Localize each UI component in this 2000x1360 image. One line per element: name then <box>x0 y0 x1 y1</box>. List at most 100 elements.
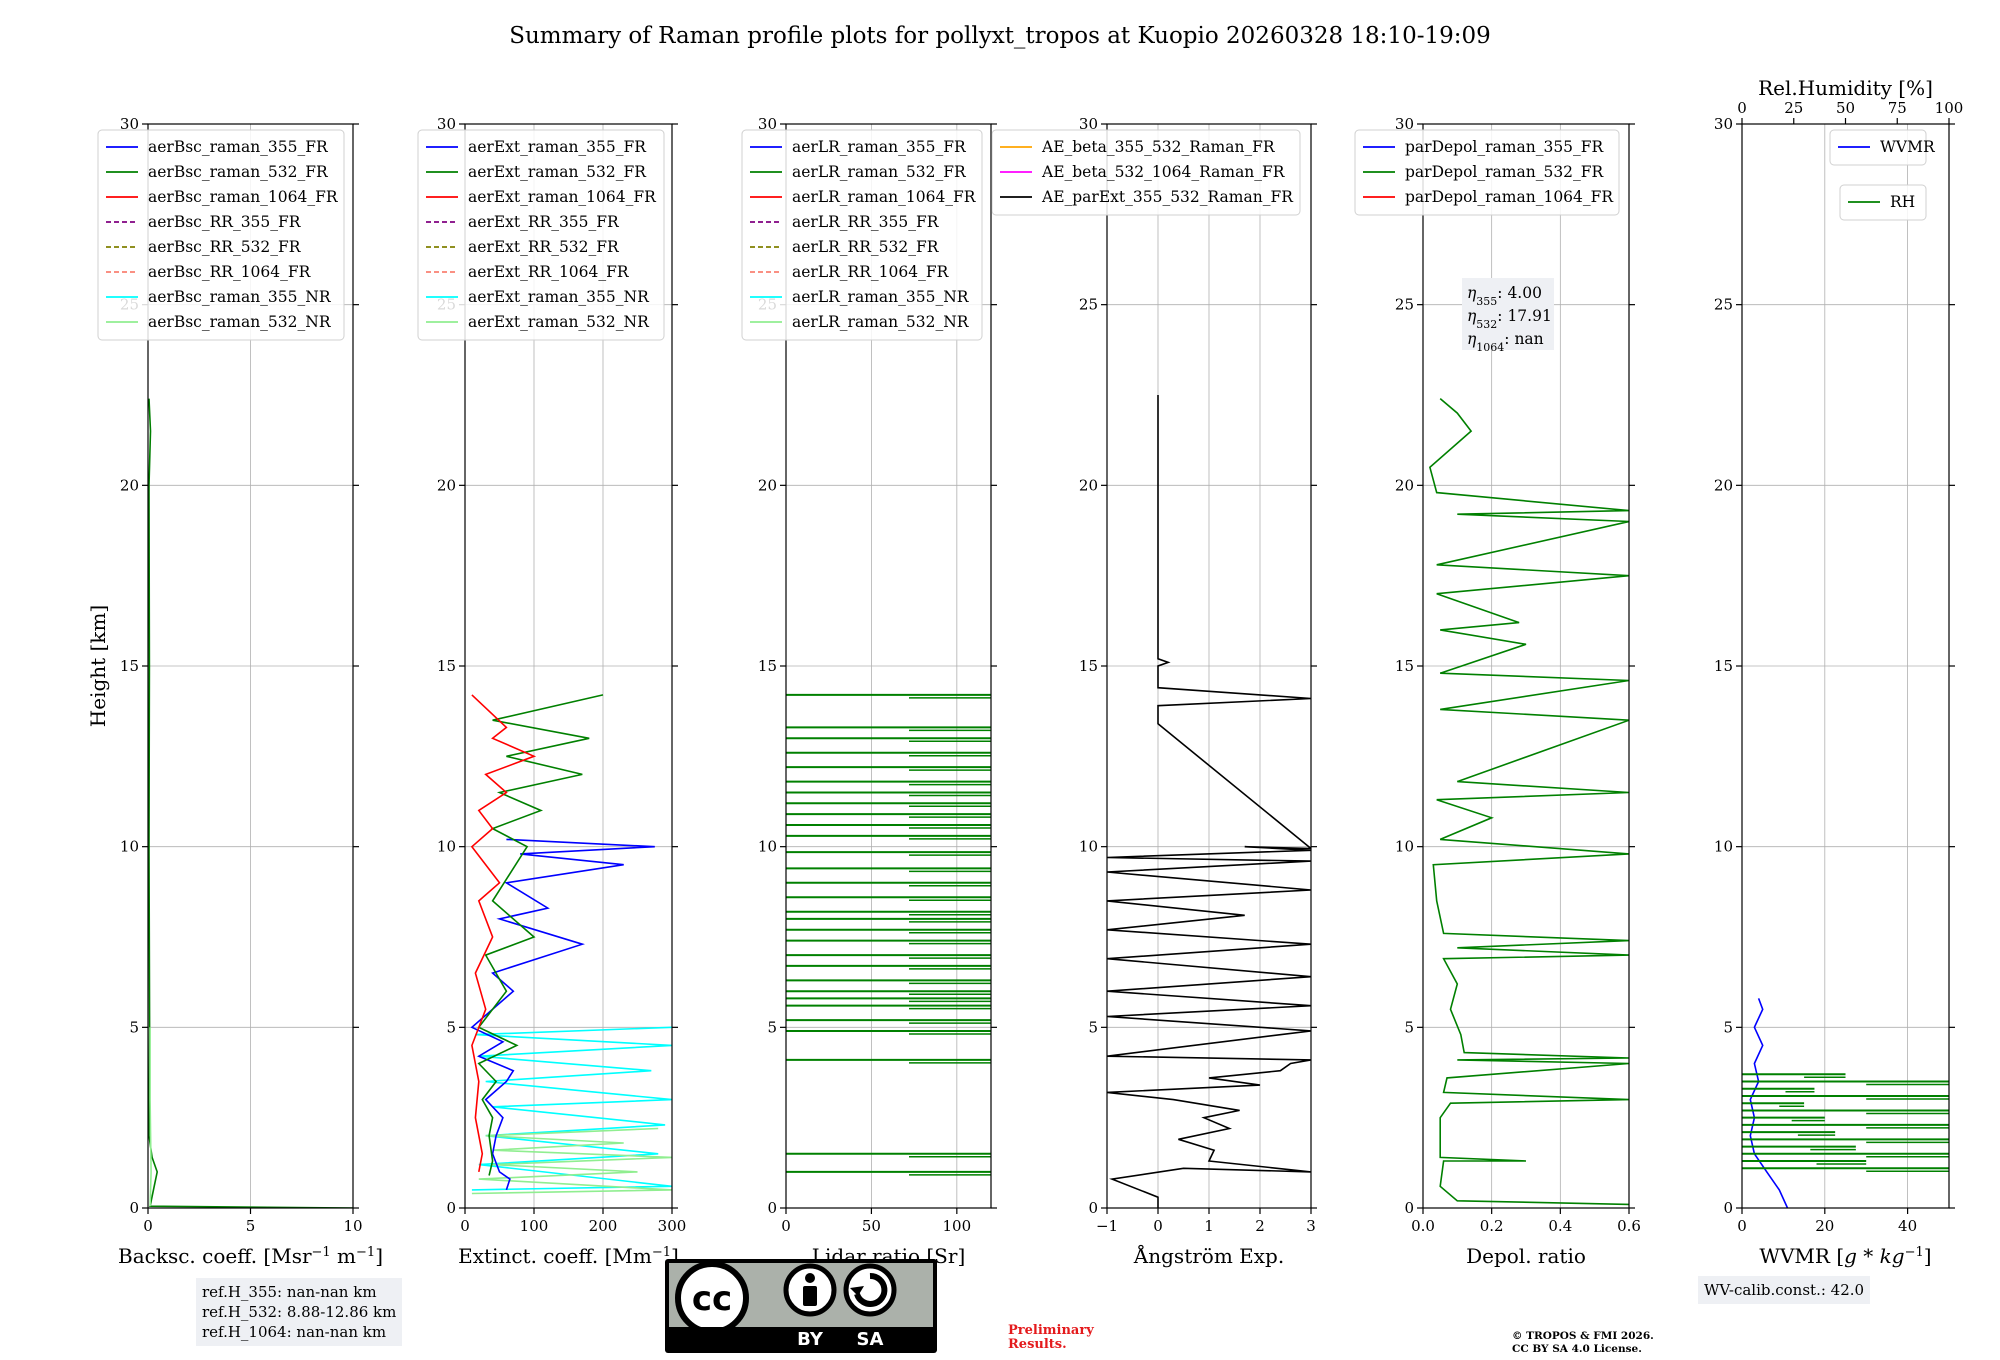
top-x-tick-label: 0 <box>1737 99 1747 117</box>
x-label-part: Ångström Exp. <box>1133 1243 1284 1268</box>
eta-symbol: η <box>1467 307 1477 325</box>
legend-rh-box <box>1839 184 1927 221</box>
y-tick-label: 10 <box>1079 838 1098 856</box>
legend-label: aerExt_RR_355_FR <box>468 213 620 231</box>
person-body <box>803 1286 817 1306</box>
y-tick-label: 20 <box>1395 476 1414 494</box>
x-tick-label: 0 <box>1737 1217 1747 1235</box>
y-tick-label: 15 <box>758 657 777 675</box>
legend-label: aerLR_raman_532_NR <box>792 313 970 331</box>
x-label-superscript: −1 <box>1905 1245 1924 1260</box>
legend-box <box>97 129 345 341</box>
panel-ext: 0510152025300100200300Extinct. coeff. [M… <box>417 115 686 1268</box>
x-axis-label: WVMR [g * kg−1] <box>1759 1244 1931 1268</box>
series-line-aerExt_raman_355_FR <box>470 838 655 1191</box>
x-tick-label: 100 <box>943 1217 972 1235</box>
x-label-part: Extinct. coeff. [Mm <box>458 1244 652 1268</box>
x-label-superscript: −1 <box>312 1245 331 1260</box>
series-line-aerExt_raman_532_NR <box>471 1127 672 1195</box>
y-tick-label: 0 <box>129 1199 139 1217</box>
panel-lr: 051015202530050100Lidar ratio [Sr]aerLR_… <box>741 115 997 1268</box>
series-line-parDepol_raman_532_FR <box>1428 397 1629 1206</box>
y-tick-label: 5 <box>1088 1018 1098 1036</box>
y-tick-label: 0 <box>1404 1199 1414 1217</box>
y-tick-label: 0 <box>1088 1199 1098 1217</box>
plot-area <box>470 694 672 1195</box>
legend-label: aerLR_RR_355_FR <box>792 213 940 231</box>
eta-symbol: η <box>1467 330 1477 348</box>
y-tick-label: 30 <box>758 115 777 133</box>
eta-line: η532: 17.91 <box>1467 307 1552 331</box>
preliminary-notice: Preliminary Results. <box>1008 1324 1094 1352</box>
y-tick-label: 0 <box>1723 1199 1733 1217</box>
y-axis-label: Height [km] <box>86 605 110 727</box>
eta-value: : 17.91 <box>1497 307 1552 325</box>
x-tick-label: 0 <box>1153 1217 1163 1235</box>
legend-rh-label: RH <box>1890 193 1915 211</box>
y-tick-label: 5 <box>767 1018 777 1036</box>
person-head <box>805 1273 815 1283</box>
plot-area <box>1742 998 1949 1208</box>
ref-height-532: ref.H_532: 8.88-12.86 km <box>202 1303 397 1321</box>
legend-label: parDepol_raman_532_FR <box>1405 163 1605 181</box>
legend-label: aerExt_raman_1064_FR <box>468 188 657 206</box>
x-tick-label: 0 <box>781 1217 791 1235</box>
y-tick-label: 15 <box>1079 657 1098 675</box>
x-axis-label: Depol. ratio <box>1466 1244 1586 1268</box>
y-tick-label: 15 <box>437 657 456 675</box>
top-x-tick-label: 50 <box>1836 99 1855 117</box>
y-tick-label: 10 <box>1714 838 1733 856</box>
legend-label: aerBsc_raman_355_NR <box>148 288 332 306</box>
x-label-part: * <box>1857 1244 1880 1268</box>
eta-symbol: η <box>1467 284 1477 302</box>
ref-height-355: ref.H_355: nan-nan km <box>202 1283 377 1301</box>
series-line-aerExt_raman_355_NR <box>471 1026 672 1191</box>
series-line-aerExt_raman_1064_FR <box>470 694 537 1173</box>
legend-label: aerExt_raman_532_FR <box>468 163 647 181</box>
legend-box <box>1354 129 1620 216</box>
x-label-part: Depol. ratio <box>1466 1244 1586 1268</box>
badge-tag-by: BY <box>797 1329 824 1350</box>
legend-label: aerBsc_RR_355_FR <box>148 213 302 231</box>
legend-label: aerBsc_RR_532_FR <box>148 238 302 256</box>
legend-label: aerLR_raman_1064_FR <box>792 188 977 206</box>
x-tick-label: 40 <box>1898 1217 1917 1235</box>
share-alike-arc <box>854 1272 888 1307</box>
legend-label: parDepol_raman_355_FR <box>1405 138 1605 156</box>
x-label-part: WVMR [ <box>1759 1244 1844 1268</box>
series-line-aerBsc_raman_532_FR <box>148 398 353 1208</box>
x-axis-label: Ångström Exp. <box>1133 1243 1284 1268</box>
x-tick-label: 100 <box>520 1217 549 1235</box>
x-tick-label: 0.6 <box>1617 1217 1641 1235</box>
plot-area <box>1428 397 1629 1206</box>
x-tick-label: 20 <box>1815 1217 1834 1235</box>
eta-line: η355: 4.00 <box>1467 284 1542 308</box>
y-tick-label: 0 <box>446 1199 456 1217</box>
x-label-part: ] <box>375 1244 383 1268</box>
y-tick-label: 20 <box>1714 476 1733 494</box>
share-alike-arrow <box>850 1286 864 1296</box>
legend-label: aerBsc_raman_532_FR <box>148 163 329 181</box>
wv-calibration-box: WV-calib.const.: 42.0 <box>1698 1276 1871 1304</box>
y-tick-label: 30 <box>120 115 139 133</box>
x-tick-label: 0 <box>143 1217 153 1235</box>
y-tick-label: 10 <box>120 838 139 856</box>
panels: 0510152025300510Backsc. coeff. [Msr−1 m−… <box>86 76 1963 1268</box>
legend-label: aerBsc_raman_355_FR <box>148 138 329 156</box>
y-tick-label: 20 <box>120 476 139 494</box>
y-tick-label: 15 <box>1714 657 1733 675</box>
y-tick-label: 10 <box>1395 838 1414 856</box>
legend-label: WVMR <box>1880 138 1936 156</box>
legend-label: aerBsc_raman_532_NR <box>148 313 332 331</box>
plot-area <box>1107 395 1311 1208</box>
eta-value: : 4.00 <box>1497 284 1542 302</box>
x-label-part: m <box>331 1244 356 1268</box>
y-tick-label: 30 <box>1714 115 1733 133</box>
badge-footer <box>669 1327 933 1349</box>
y-tick-label: 30 <box>437 115 456 133</box>
legend-box <box>991 129 1301 216</box>
y-tick-label: 20 <box>758 476 777 494</box>
y-tick-label: 30 <box>1079 115 1098 133</box>
